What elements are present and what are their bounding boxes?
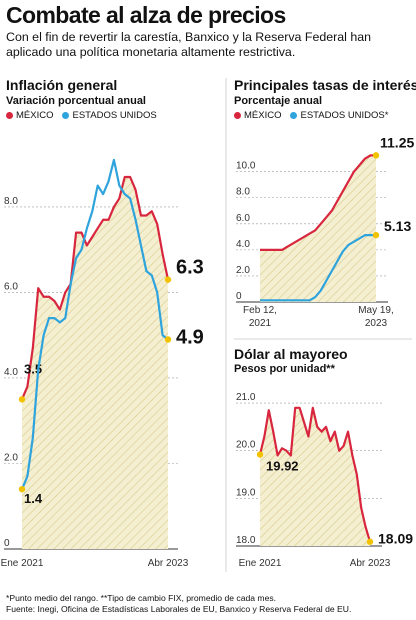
legend-item-usa: ESTADOS UNIDOS — [62, 110, 157, 121]
y-tick-label-0-2: 4.0 — [4, 367, 18, 378]
marker-start-0-0 — [18, 396, 26, 403]
value-label-end-2-0: 18.09 — [378, 531, 413, 547]
value-label-end-1-1: 5.13 — [384, 218, 411, 234]
marker-start-0-1 — [18, 485, 26, 493]
legend-dot-usa — [62, 112, 70, 119]
x-tick-label-1-0-0: Feb 12, — [243, 305, 277, 316]
y-tick-label-2-3: 21.0 — [236, 392, 256, 403]
inflation-subtitle: Variación porcentual anual — [6, 95, 146, 107]
inflation-title: Inflación general — [6, 77, 118, 93]
marker-end-0-1 — [164, 336, 172, 343]
legend-dot-usa-rates — [290, 112, 298, 119]
legend-dot-mexico — [6, 112, 13, 119]
y-tick-label-0-3: 6.0 — [4, 281, 18, 292]
headline: Combate al alza de precios — [6, 2, 286, 28]
y-tick-label-1-5: 10.0 — [236, 161, 256, 172]
y-tick-label-2-2: 20.0 — [236, 440, 256, 451]
value-label-end-1-0: 11.25 — [380, 134, 414, 150]
rates-title: Principales tasas de interés — [234, 77, 416, 93]
legend-item-usa-rates: ESTADOS UNIDOS* — [290, 110, 388, 121]
marker-start-2-0 — [256, 451, 264, 458]
inflation-legend: MÉXICO ESTADOS UNIDOS — [6, 110, 166, 121]
value-label-start-0-1: 1.4 — [24, 491, 43, 506]
y-tick-label-1-2: 4.0 — [236, 239, 250, 250]
legend-label-usa: ESTADOS UNIDOS — [72, 110, 157, 121]
footnote-notes: *Punto medio del rango. **Tipo de cambio… — [6, 593, 277, 603]
dollar-subtitle: Pesos por unidad** — [234, 363, 335, 375]
x-tick-label-0-0-0: Ene 2021 — [1, 558, 44, 569]
area-fill-0 — [22, 177, 168, 549]
x-tick-label-1-1-1: 2023 — [365, 318, 388, 329]
marker-end-2-0 — [366, 538, 374, 545]
y-tick-label-1-0: 0 — [236, 291, 242, 302]
marker-end-1-0 — [372, 152, 380, 159]
y-tick-label-1-4: 8.0 — [236, 187, 250, 198]
legend-item-mexico-rates: MÉXICO — [234, 110, 281, 121]
dollar-title: Dólar al mayoreo — [234, 346, 348, 362]
x-tick-label-2-0-0: Ene 2021 — [239, 558, 282, 569]
legend-label-usa-rates: ESTADOS UNIDOS* — [300, 110, 389, 121]
y-tick-label-1-1: 2.0 — [236, 265, 250, 276]
value-label-start-2-0: 19.92 — [266, 459, 299, 474]
rates-legend: MÉXICO ESTADOS UNIDOS* — [234, 110, 397, 121]
value-label-end-0-0: 6.3 — [176, 257, 204, 279]
x-tick-label-2-1-0: Abr 2023 — [350, 558, 391, 569]
series-line-2-0 — [258, 406, 372, 543]
x-tick-label-1-1-0: May 19, — [358, 305, 394, 316]
series-line-1-1 — [260, 234, 376, 302]
footnote: *Punto medio del rango. **Tipo de cambio… — [6, 593, 351, 615]
x-tick-label-0-1-0: Abr 2023 — [148, 558, 189, 569]
marker-end-0-0 — [164, 276, 172, 283]
legend-label-mexico-rates: MÉXICO — [244, 110, 282, 121]
value-label-end-0-1: 4.9 — [176, 327, 204, 349]
y-tick-label-2-1: 19.0 — [236, 487, 256, 498]
series-line-1-0 — [260, 154, 376, 251]
intro-text: Con el fin de revertir la carestía, Banx… — [6, 30, 372, 59]
y-tick-label-2-0: 18.0 — [236, 535, 256, 546]
footnote-source: Fuente: Inegi, Oficina de Estadísticas L… — [6, 604, 352, 614]
area-fill-2 — [260, 407, 370, 546]
legend-dot-mexico-rates — [234, 112, 241, 119]
y-tick-label-0-0: 0 — [4, 538, 10, 549]
rates-subtitle: Porcentaje anual — [234, 95, 323, 107]
series-line-0-1 — [20, 158, 169, 490]
legend-label-mexico: MÉXICO — [16, 110, 54, 121]
series-line-0-0 — [20, 175, 170, 400]
marker-end-1-1 — [372, 231, 380, 239]
x-tick-label-1-0-1: 2021 — [249, 318, 272, 329]
y-tick-label-1-3: 6.0 — [236, 213, 250, 224]
y-tick-label-0-4: 8.0 — [4, 196, 18, 207]
y-tick-label-0-1: 2.0 — [4, 452, 18, 463]
legend-item-mexico: MÉXICO — [6, 110, 53, 121]
